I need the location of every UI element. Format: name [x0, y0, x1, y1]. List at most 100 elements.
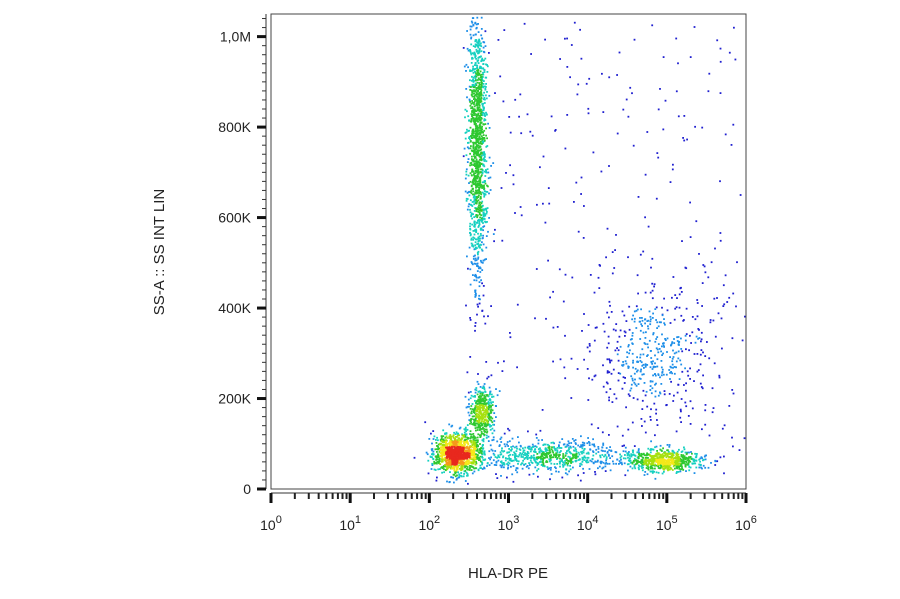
event-dot: [677, 358, 679, 360]
event-dot: [670, 381, 672, 383]
event-dot: [575, 461, 577, 463]
event-dot: [486, 213, 488, 215]
event-dot: [519, 94, 521, 96]
event-dot: [490, 457, 492, 459]
event-dot: [477, 257, 479, 259]
event-dot: [479, 125, 481, 127]
event-dot: [490, 405, 492, 407]
y-tick-label: 600K: [218, 210, 251, 226]
event-dot: [693, 380, 695, 382]
event-dot: [627, 346, 629, 348]
event-dot: [567, 460, 569, 462]
event-dot: [611, 455, 613, 457]
event-dot: [616, 398, 618, 400]
event-dot: [645, 363, 647, 365]
event-dot: [581, 58, 583, 60]
event-dot: [697, 315, 699, 317]
event-dot: [601, 461, 603, 463]
event-dot: [577, 84, 579, 86]
event-dot: [436, 477, 438, 479]
event-dot: [716, 297, 718, 299]
event-dot: [446, 465, 448, 467]
event-dot: [690, 400, 692, 402]
event-dot: [659, 321, 661, 323]
event-dot: [651, 283, 653, 285]
event-dot: [443, 468, 445, 470]
event-dot: [661, 307, 663, 309]
event-dot: [674, 353, 676, 355]
event-dot: [589, 460, 591, 462]
event-dot: [443, 444, 445, 446]
event-dot: [609, 388, 611, 390]
event-dot: [482, 181, 484, 183]
event-dot: [676, 361, 678, 363]
event-dot: [540, 461, 542, 463]
event-dot: [595, 449, 597, 451]
event-dot: [651, 24, 653, 26]
event-dot: [678, 384, 680, 386]
event-dot: [437, 446, 439, 448]
event-dot: [471, 395, 473, 397]
event-dots: [414, 17, 746, 485]
event-dot: [683, 462, 685, 464]
event-dot: [506, 477, 508, 479]
event-dot: [479, 247, 481, 249]
event-dot: [583, 237, 585, 239]
event-dot: [473, 86, 475, 88]
event-dot: [471, 150, 473, 152]
event-dot: [483, 193, 485, 195]
event-dot: [482, 164, 484, 166]
event-dot: [602, 364, 604, 366]
event-dot: [481, 92, 483, 94]
event-dot: [484, 114, 486, 116]
event-dot: [694, 453, 696, 455]
event-dot: [471, 90, 473, 92]
event-dot: [536, 437, 538, 439]
event-dot: [469, 223, 471, 225]
event-dot: [463, 475, 465, 477]
event-dot: [702, 282, 704, 284]
event-dot: [483, 218, 485, 220]
event-dot: [561, 477, 563, 479]
event-dot: [467, 454, 469, 456]
event-dot: [549, 446, 551, 448]
event-dot: [489, 157, 491, 159]
event-dot: [486, 114, 488, 116]
event-dot: [649, 389, 651, 391]
event-dot: [551, 448, 553, 450]
event-dot: [443, 471, 445, 473]
event-dot: [663, 345, 665, 347]
event-dot: [652, 368, 654, 370]
event-dot: [702, 352, 704, 354]
event-dot: [486, 211, 488, 213]
event-dot: [593, 444, 595, 446]
event-dot: [448, 453, 450, 455]
event-dot: [587, 399, 589, 401]
event-dot: [671, 297, 673, 299]
event-dot: [603, 462, 605, 464]
event-dot: [472, 274, 474, 276]
event-dot: [696, 453, 698, 455]
event-dot: [478, 383, 480, 385]
event-dot: [660, 351, 662, 353]
event-dot: [492, 428, 494, 430]
event-dot: [598, 448, 600, 450]
event-dot: [465, 88, 467, 90]
event-dot: [650, 467, 652, 469]
event-dot: [481, 282, 483, 284]
event-dot: [494, 229, 496, 231]
event-dot: [615, 463, 617, 465]
event-dot: [480, 244, 482, 246]
event-dot: [476, 210, 478, 212]
event-dot: [493, 430, 495, 432]
event-dot: [499, 390, 501, 392]
event-dot: [465, 455, 467, 457]
event-dot: [653, 286, 655, 288]
event-dot: [473, 89, 475, 91]
event-dot: [477, 304, 479, 306]
event-dot: [591, 379, 593, 381]
event-dot: [470, 204, 472, 206]
event-dot: [654, 308, 656, 310]
event-dot: [695, 318, 697, 320]
